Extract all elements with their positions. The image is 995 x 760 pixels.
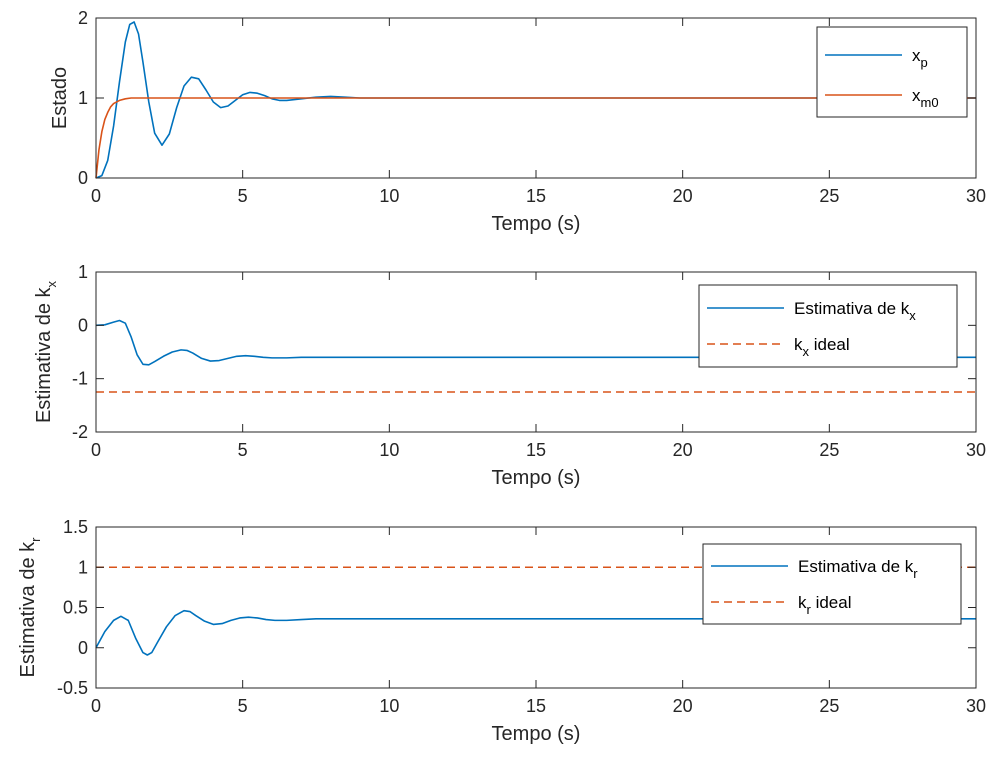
y-tick-label: 1 [78, 262, 88, 282]
x-tick-label: 10 [379, 186, 399, 206]
y-tick-label: -2 [72, 422, 88, 442]
y-tick-label: 1.5 [63, 517, 88, 537]
y-tick-label: 0 [78, 168, 88, 188]
x-tick-label: 0 [91, 696, 101, 716]
x-tick-label: 25 [819, 440, 839, 460]
x-tick-label: 10 [379, 696, 399, 716]
y-tick-label: -0.5 [57, 678, 88, 698]
legend-label-2: xm0 [912, 86, 939, 110]
x-tick-label: 25 [819, 696, 839, 716]
y-tick-label: 1 [78, 88, 88, 108]
x-tick-label: 5 [238, 186, 248, 206]
y-tick-label: 1 [78, 557, 88, 577]
x-tick-label: 20 [673, 186, 693, 206]
series-line-1 [95, 319, 976, 366]
x-tick-label: 15 [526, 186, 546, 206]
y-axis-label: Estimativa de kx [33, 280, 59, 423]
series-line-1 [95, 609, 976, 656]
series-line-2 [95, 97, 976, 179]
x-axis-label: Tempo (s) [492, 213, 581, 235]
y-tick-label: 0 [78, 638, 88, 658]
x-tick-label: 30 [966, 696, 986, 716]
legend-box [816, 26, 968, 118]
x-tick-label: 10 [379, 440, 399, 460]
x-tick-label: 15 [526, 696, 546, 716]
legend-label-2: kx ideal [794, 335, 850, 359]
x-axis-label: Tempo (s) [492, 467, 581, 489]
x-tick-label: 20 [673, 440, 693, 460]
x-tick-label: 30 [966, 440, 986, 460]
legend-label-1: Estimativa de kx [794, 299, 916, 323]
legend-label-2: kr ideal [798, 593, 851, 617]
y-axis-label: Estimativa de kr [17, 537, 43, 678]
y-axis-label: Estado [49, 67, 71, 129]
y-tick-label: -1 [72, 369, 88, 389]
legend-label-1: Estimativa de kr [798, 557, 918, 581]
x-tick-label: 0 [91, 186, 101, 206]
y-tick-label: 0 [78, 315, 88, 335]
panel-1: 0 5 10 15 20 25 30 0 1 2 Tempo (s) Estado xp xm0 [49, 8, 986, 235]
legend: xp xm0 [816, 26, 968, 118]
legend-box [698, 284, 958, 368]
x-tick-label: 20 [673, 696, 693, 716]
legend: Estimativa de kr kr ideal [702, 543, 962, 625]
panel-2: 0 5 10 15 20 25 30 -2 -1 0 1 Tempo (s) Estimativa de… [33, 262, 986, 489]
x-tick-label: 25 [819, 186, 839, 206]
y-tick-label: 0.5 [63, 598, 88, 618]
x-tick-label: 15 [526, 440, 546, 460]
legend: Estimativa de kx kx ideal [698, 284, 958, 368]
y-axis-label-group: Estado [49, 67, 71, 129]
x-tick-label: 5 [238, 440, 248, 460]
x-tick-label: 0 [91, 440, 101, 460]
y-axis-label-group: Estimativa de kr [17, 537, 43, 678]
x-axis-label: Tempo (s) [492, 723, 581, 745]
x-tick-label: 30 [966, 186, 986, 206]
y-tick-label: 2 [78, 8, 88, 28]
y-axis-label-group: Estimativa de kx [33, 280, 59, 423]
x-tick-label: 5 [238, 696, 248, 716]
legend-label-1: xp [912, 46, 928, 70]
legend-box [702, 543, 962, 625]
